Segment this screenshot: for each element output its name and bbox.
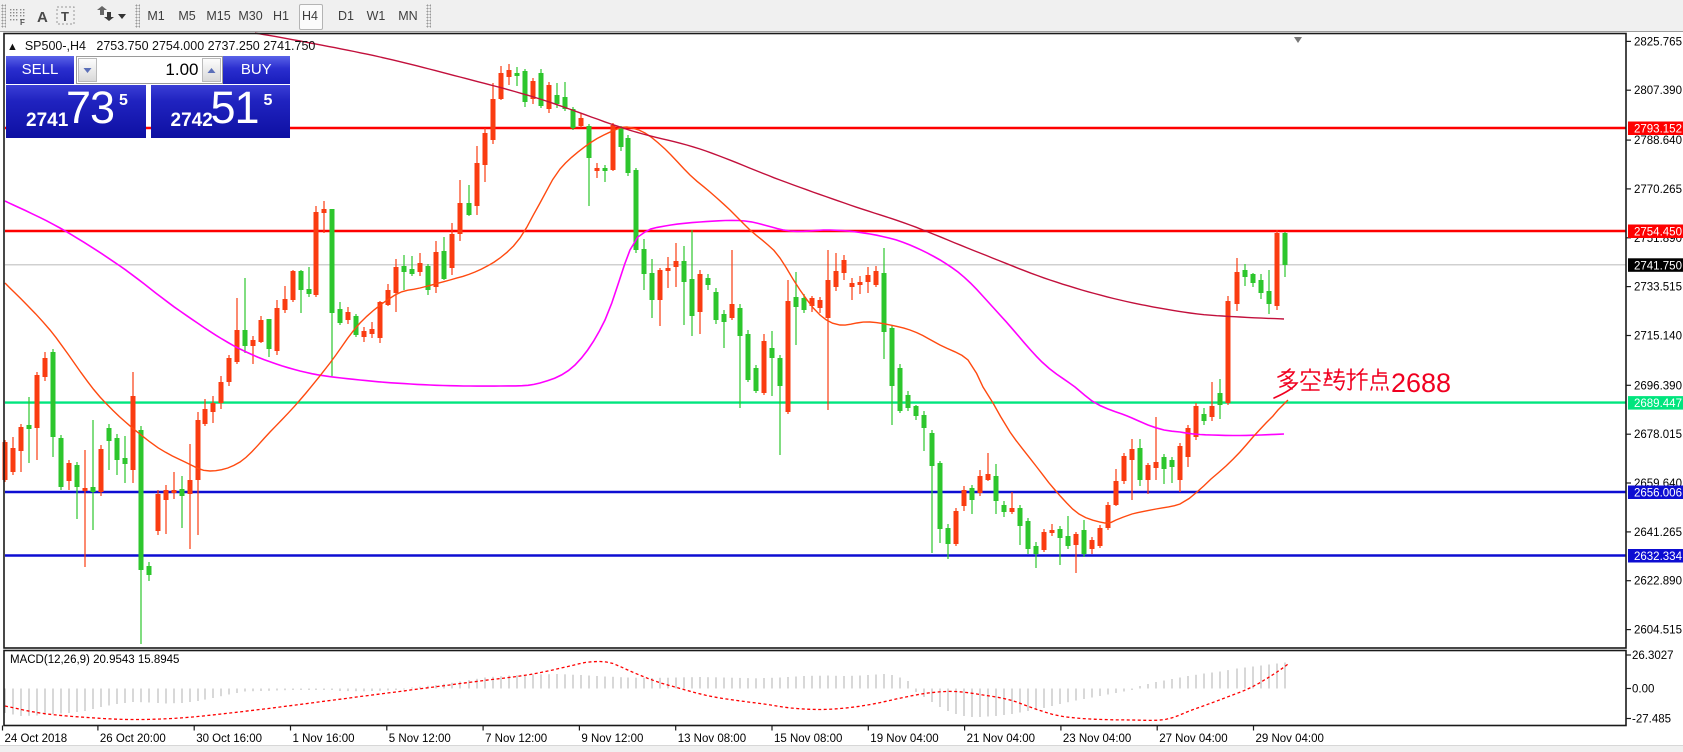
svg-text:21 Nov 04:00: 21 Nov 04:00 xyxy=(967,733,1035,745)
svg-text:5 Nov 12:00: 5 Nov 12:00 xyxy=(389,733,451,745)
svg-text:2622.890: 2622.890 xyxy=(1634,576,1682,588)
svg-text:T: T xyxy=(61,9,69,24)
svg-text:0.00: 0.00 xyxy=(1632,684,1654,696)
svg-text:30 Oct 16:00: 30 Oct 16:00 xyxy=(196,733,262,745)
svg-text:2688: 2688 xyxy=(1391,368,1451,398)
svg-text:2641.265: 2641.265 xyxy=(1634,527,1682,539)
svg-text:2825.765: 2825.765 xyxy=(1634,36,1682,48)
svg-text:2632.334: 2632.334 xyxy=(1634,551,1683,563)
svg-text:7 Nov 12:00: 7 Nov 12:00 xyxy=(485,733,547,745)
svg-text:26 Oct 20:00: 26 Oct 20:00 xyxy=(100,733,166,745)
svg-text:29 Nov 04:00: 29 Nov 04:00 xyxy=(1256,733,1324,745)
svg-text:2793.152: 2793.152 xyxy=(1634,124,1682,136)
svg-text:2689.447: 2689.447 xyxy=(1634,398,1682,410)
svg-text:2715.140: 2715.140 xyxy=(1634,331,1682,343)
svg-text:2741.750: 2741.750 xyxy=(1634,260,1682,272)
svg-text:2733.515: 2733.515 xyxy=(1634,282,1682,294)
svg-text:2696.390: 2696.390 xyxy=(1634,380,1682,392)
svg-text:2678.015: 2678.015 xyxy=(1634,429,1682,441)
svg-text:24 Oct 2018: 24 Oct 2018 xyxy=(5,733,68,745)
svg-text:2770.265: 2770.265 xyxy=(1634,184,1682,196)
svg-text:-27.485: -27.485 xyxy=(1632,714,1671,726)
svg-text:26.3027: 26.3027 xyxy=(1632,650,1674,662)
svg-text:15 Nov 08:00: 15 Nov 08:00 xyxy=(774,733,842,745)
svg-text:1 Nov 16:00: 1 Nov 16:00 xyxy=(293,733,355,745)
svg-text:F: F xyxy=(20,18,25,27)
svg-text:27 Nov 04:00: 27 Nov 04:00 xyxy=(1159,733,1227,745)
svg-text:A: A xyxy=(37,9,48,26)
svg-text:2604.515: 2604.515 xyxy=(1634,625,1682,637)
svg-text:19 Nov 04:00: 19 Nov 04:00 xyxy=(870,733,938,745)
svg-text:2754.450: 2754.450 xyxy=(1634,227,1682,239)
svg-text:2656.006: 2656.006 xyxy=(1634,488,1682,500)
svg-text:2807.390: 2807.390 xyxy=(1634,85,1682,97)
svg-text:2788.640: 2788.640 xyxy=(1634,135,1682,147)
svg-text:9 Nov 12:00: 9 Nov 12:00 xyxy=(581,733,643,745)
svg-text:23 Nov 04:00: 23 Nov 04:00 xyxy=(1063,733,1131,745)
svg-text:13 Nov 08:00: 13 Nov 08:00 xyxy=(678,733,746,745)
